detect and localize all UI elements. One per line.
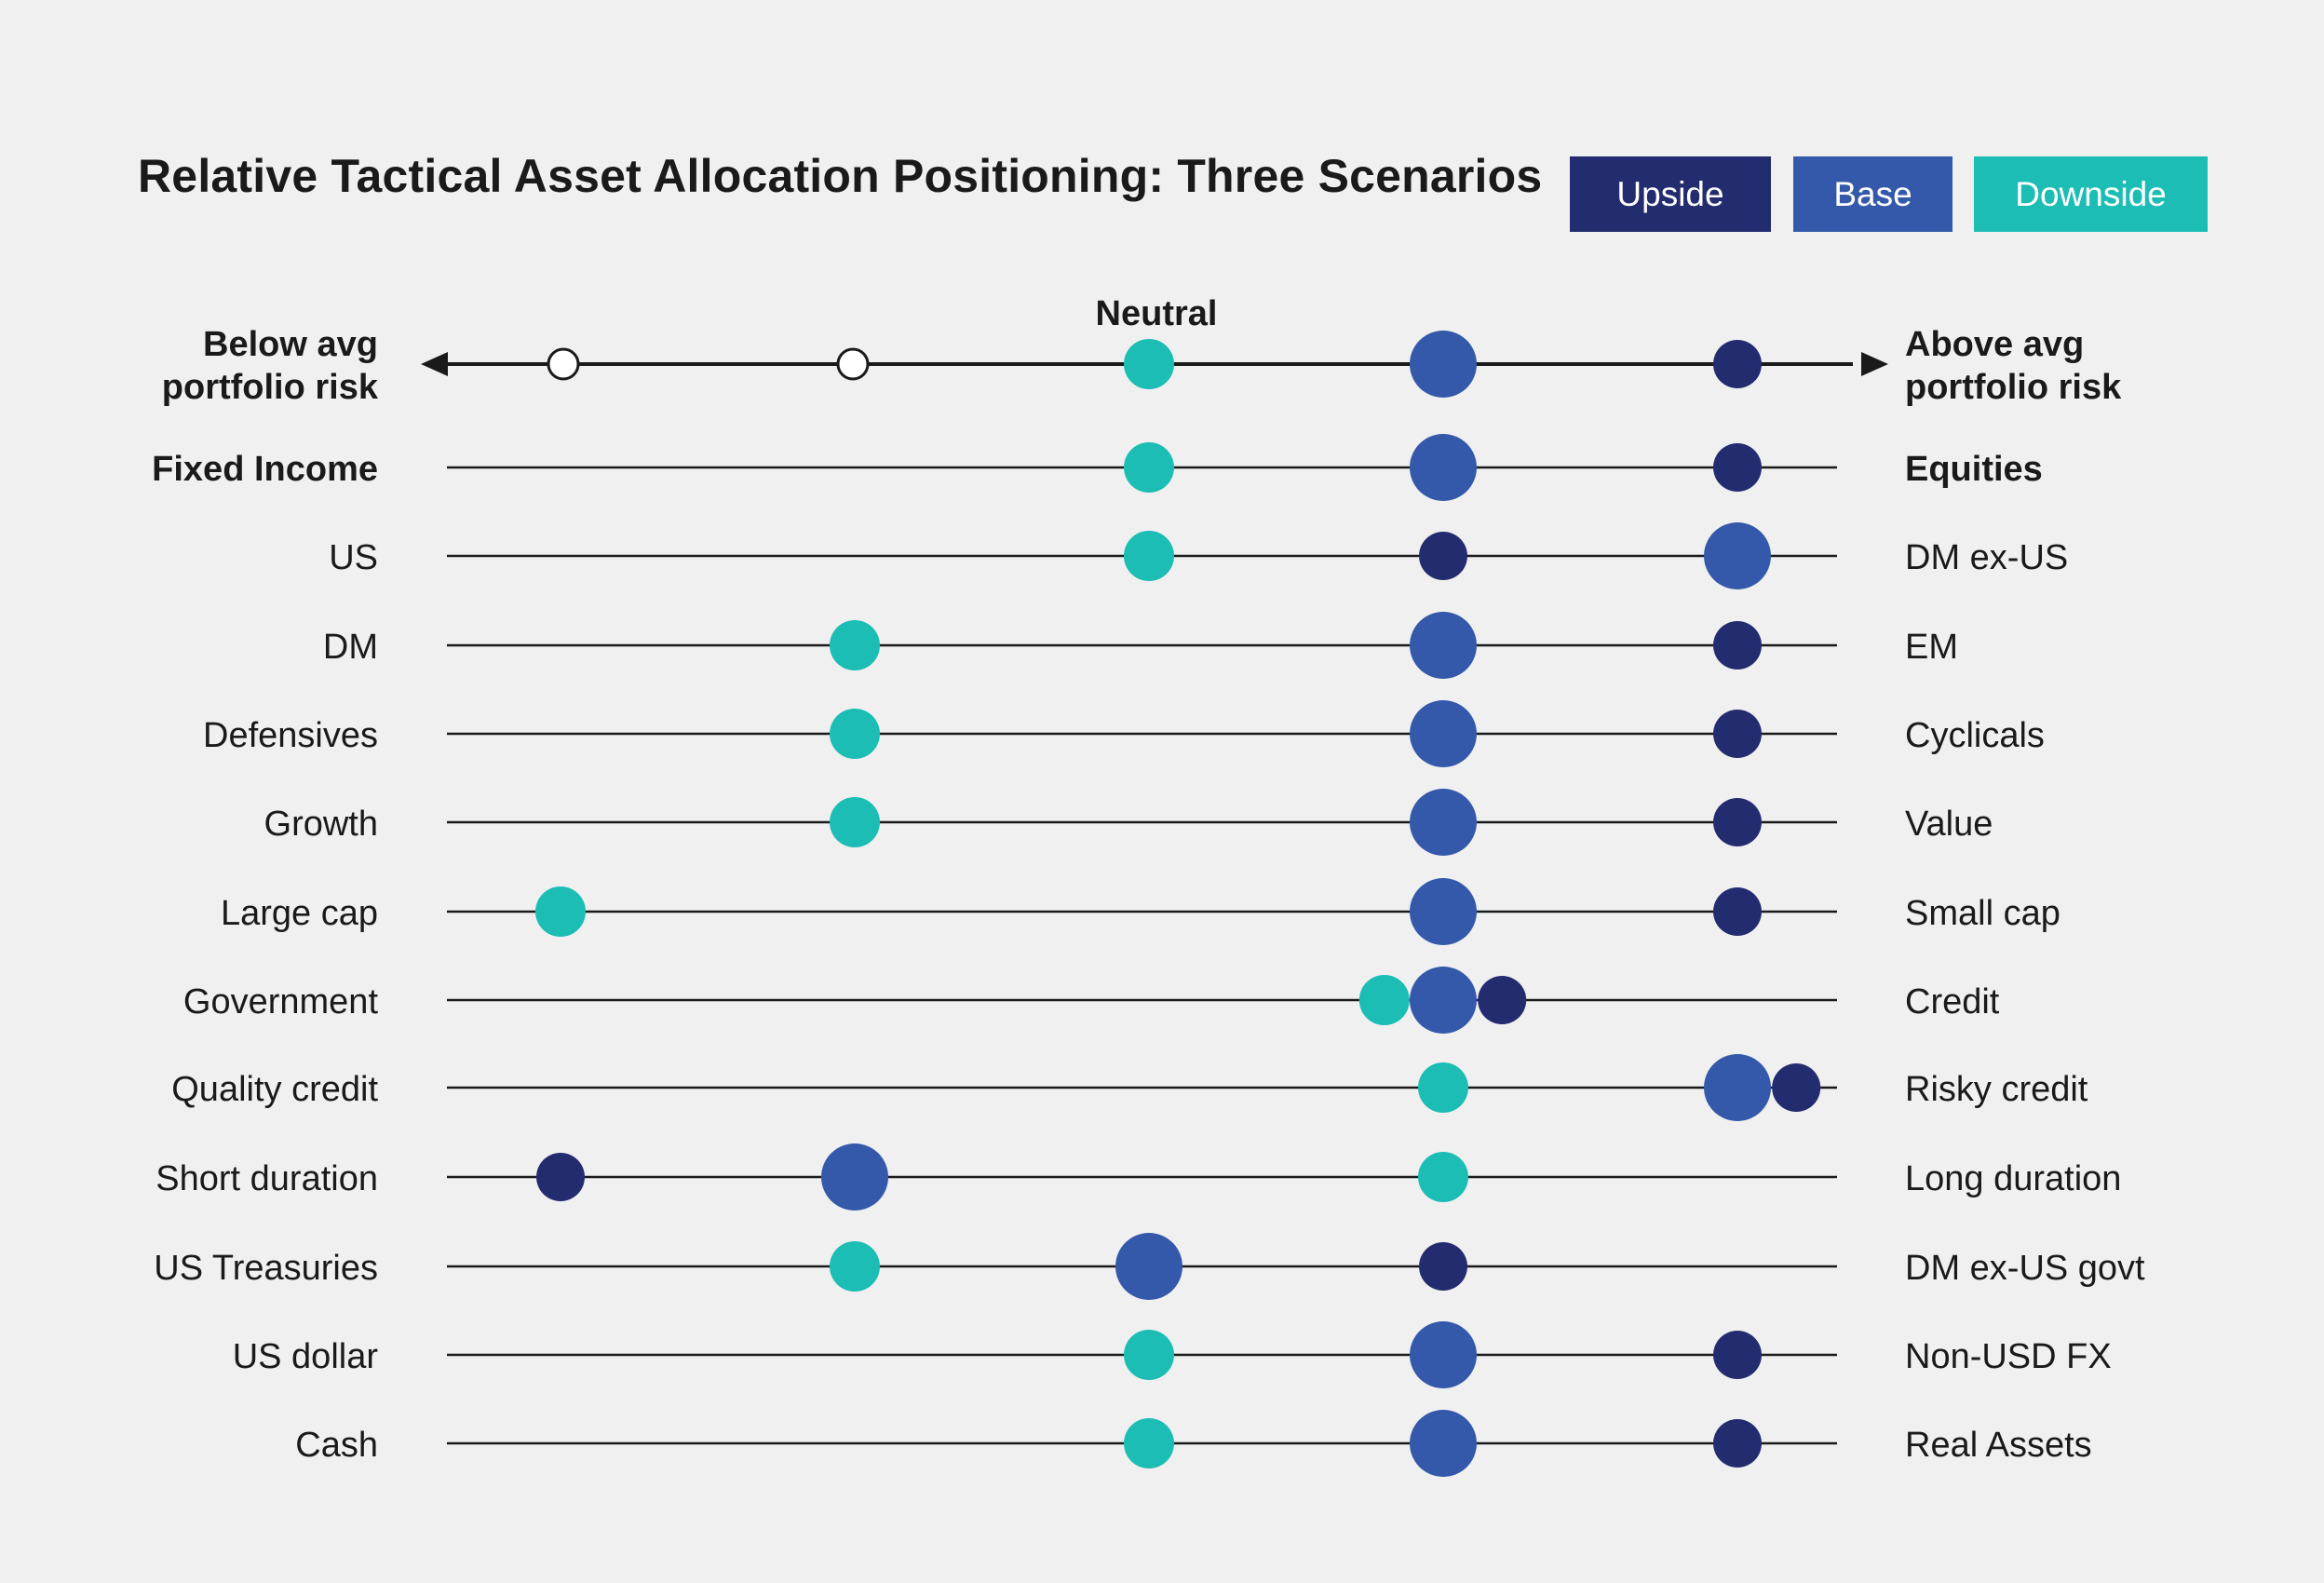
scale-tick-marker: [547, 347, 580, 381]
neutral-label: Neutral: [1096, 294, 1218, 333]
row-right-label: Credit: [1905, 982, 2000, 1022]
dot-base: [1704, 1054, 1771, 1121]
dot-downside: [535, 886, 586, 937]
left-arrow-icon: [421, 352, 448, 376]
dot-downside: [830, 620, 880, 670]
row-left-label: Large cap: [221, 894, 378, 933]
chart-title: Relative Tactical Asset Allocation Posit…: [138, 150, 1543, 202]
row-left-label: Fixed Income: [152, 450, 378, 489]
dot-upside: [1478, 976, 1527, 1024]
row-left-label: US dollar: [233, 1337, 379, 1376]
dot-base: [1115, 1233, 1182, 1300]
row-right-label: DM ex-US govt: [1905, 1249, 2145, 1288]
row-left-label: Government: [183, 982, 379, 1022]
dot-downside: [1358, 975, 1410, 1025]
dot-upside: [1713, 443, 1762, 492]
right-arrow-icon: [1861, 352, 1888, 376]
scale-dot-base: [1410, 331, 1477, 398]
dot-downside: [830, 1241, 880, 1292]
scale-dot-upside: [1713, 340, 1762, 388]
row-right-label: Value: [1905, 805, 1993, 844]
dot-upside: [1419, 532, 1467, 580]
above-avg-label-line2: portfolio risk: [1905, 368, 2122, 407]
scale-tick-marker: [836, 347, 870, 381]
row-left-label: Short duration: [155, 1159, 378, 1198]
dot-downside: [830, 709, 880, 759]
dot-base: [1410, 700, 1477, 767]
row-right-label: Equities: [1905, 450, 2043, 489]
row-right-label: Cyclicals: [1905, 716, 2045, 755]
dot-upside: [1713, 1419, 1762, 1468]
legend-downside: Downside: [1974, 156, 2208, 232]
dot-downside: [1418, 1062, 1468, 1113]
legend-base: Base: [1793, 156, 1952, 232]
below-avg-label-line1: Below avg: [203, 325, 378, 364]
row-left-label: DM: [323, 628, 378, 667]
dot-upside: [1713, 710, 1762, 758]
row-left-label: Quality credit: [171, 1070, 378, 1109]
dot-base: [1410, 789, 1477, 856]
row-right-label: DM ex-US: [1905, 538, 2068, 577]
row-right-label: EM: [1905, 628, 1958, 667]
dot-base: [1410, 878, 1477, 945]
dot-downside: [830, 797, 880, 847]
row-left-label: Defensives: [203, 716, 378, 755]
row-left-label: Cash: [295, 1426, 378, 1465]
dot-base: [1410, 1410, 1477, 1477]
dot-downside: [1124, 531, 1174, 581]
row-right-label: Long duration: [1905, 1159, 2121, 1198]
dot-base: [1704, 522, 1771, 589]
row-left-label: US: [329, 538, 378, 577]
dot-base: [821, 1143, 888, 1211]
row-right-label: Non-USD FX: [1905, 1337, 2112, 1376]
dot-upside: [1419, 1242, 1467, 1291]
dot-base: [1410, 1321, 1477, 1388]
dot-upside: [536, 1153, 585, 1201]
dot-downside: [1124, 1330, 1174, 1380]
row-left-label: Growth: [264, 805, 378, 844]
row-right-label: Small cap: [1905, 894, 2061, 933]
legend-upside: Upside: [1570, 156, 1771, 232]
dot-upside: [1713, 1331, 1762, 1379]
dot-downside: [1124, 442, 1174, 493]
scale-dot-downside: [1124, 339, 1174, 389]
dot-upside: [1713, 887, 1762, 936]
dot-base: [1410, 967, 1477, 1034]
dot-downside: [1124, 1418, 1174, 1468]
dot-upside: [1713, 621, 1762, 670]
row-left-label: US Treasuries: [154, 1249, 378, 1288]
above-avg-label-line1: Above avg: [1905, 325, 2084, 364]
below-avg-label-line2: portfolio risk: [162, 368, 379, 407]
row-right-label: Risky credit: [1905, 1070, 2088, 1109]
dot-downside: [1418, 1152, 1468, 1202]
dot-base: [1410, 434, 1477, 501]
row-right-label: Real Assets: [1905, 1426, 2092, 1465]
dot-base: [1410, 612, 1477, 679]
dot-upside: [1772, 1063, 1821, 1112]
dot-upside: [1713, 798, 1762, 846]
